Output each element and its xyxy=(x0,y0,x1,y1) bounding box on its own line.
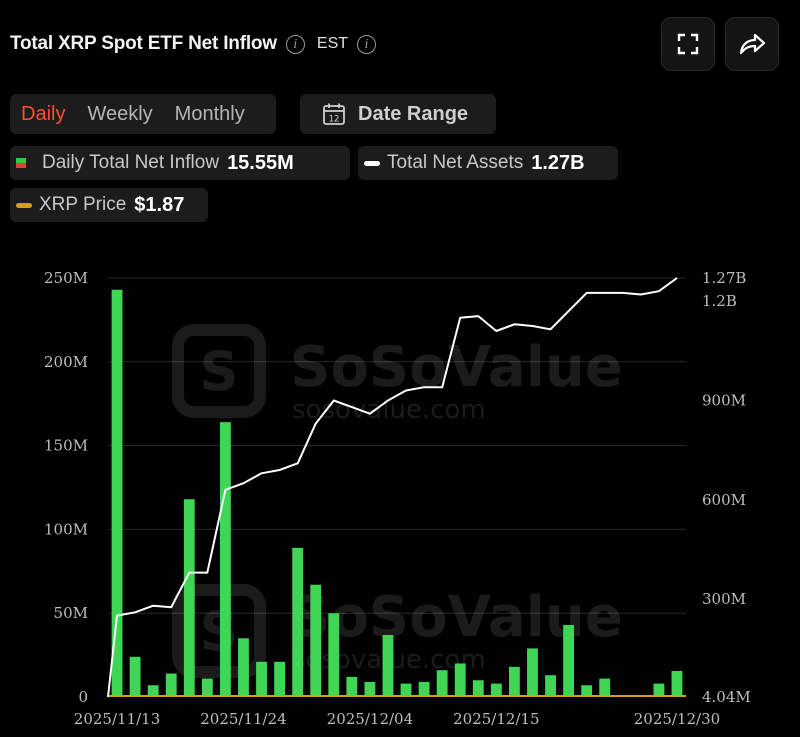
svg-text:S: S xyxy=(200,340,239,403)
tab-weekly[interactable]: Weekly xyxy=(87,102,153,125)
x-tick-label: 2025/11/24 xyxy=(200,710,286,728)
inflow-bar[interactable] xyxy=(238,638,249,697)
watermark: S SoSoValue sosovalue.com S SoSoValue so… xyxy=(172,324,623,678)
right-tick-label: 300M xyxy=(702,590,746,608)
inflow-bar[interactable] xyxy=(581,685,593,697)
inflow-bar[interactable] xyxy=(418,681,430,697)
timezone-label: EST xyxy=(316,35,349,52)
inflow-bar[interactable] xyxy=(653,683,665,697)
right-tick-label: 1.27B xyxy=(702,269,746,287)
right-tick-label: 1.2B xyxy=(702,292,737,310)
inflow-bar[interactable] xyxy=(671,670,683,697)
left-tick-label: 150M xyxy=(44,437,88,455)
inflow-bar[interactable] xyxy=(508,666,520,697)
inflow-bar[interactable] xyxy=(382,634,394,697)
share-button[interactable] xyxy=(725,17,779,71)
inflow-bars xyxy=(111,289,683,697)
x-tick-label: 2025/11/13 xyxy=(74,710,160,728)
watermark-logo-icon-2 xyxy=(172,584,266,678)
fullscreen-icon xyxy=(677,33,699,55)
inflow-bar[interactable] xyxy=(111,289,123,697)
grid-lines xyxy=(108,277,686,614)
tab-monthly[interactable]: Monthly xyxy=(174,102,245,125)
right-tick-label: 900M xyxy=(702,391,746,409)
inflow-bar[interactable] xyxy=(292,547,304,697)
inflow-bar[interactable] xyxy=(364,681,376,697)
inflow-bar[interactable] xyxy=(147,685,159,697)
legend-assets-value: 1.27B xyxy=(531,151,585,174)
legend-inflow-label: Daily Total Net Inflow xyxy=(42,152,220,173)
right-axis-ticks: 4.04M 300M 600M 900M 1.2B 1.27B xyxy=(702,269,751,706)
period-tabs: Daily Weekly Monthly xyxy=(10,94,276,134)
inflow-bar[interactable] xyxy=(256,661,267,697)
right-tick-label: 4.04M xyxy=(702,688,751,706)
date-range-button[interactable]: 12 Date Range xyxy=(300,94,496,134)
inflow-bar[interactable] xyxy=(472,680,484,697)
watermark-brand: SoSoValue xyxy=(290,335,623,400)
x-tick-label: 2025/12/15 xyxy=(453,710,539,728)
title-info-icon[interactable]: i xyxy=(285,34,305,54)
inflow-bar[interactable] xyxy=(400,683,412,697)
chart-header: Total XRP Spot ETF Net Inflow i EST i xyxy=(10,30,377,58)
calendar-icon: 12 xyxy=(323,103,345,125)
inflow-swatch xyxy=(16,158,26,168)
left-tick-label: 100M xyxy=(44,520,88,538)
legend-price[interactable]: XRP Price $1.87 xyxy=(10,188,208,222)
x-tick-label: 2025/12/04 xyxy=(327,710,413,728)
left-tick-label: 0 xyxy=(78,688,88,706)
inflow-bar[interactable] xyxy=(328,613,340,697)
inflow-bar[interactable] xyxy=(527,648,538,697)
chart-title: Total XRP Spot ETF Net Inflow xyxy=(10,33,277,54)
inflow-bar[interactable] xyxy=(201,678,213,697)
inflow-bar[interactable] xyxy=(436,670,448,697)
legend-price-label: XRP Price xyxy=(39,194,127,215)
left-tick-label: 50M xyxy=(54,604,88,622)
left-tick-label: 200M xyxy=(44,353,88,371)
tab-daily[interactable]: Daily xyxy=(21,102,66,125)
legend-assets[interactable]: Total Net Assets 1.27B xyxy=(358,146,618,180)
left-tick-label: 250M xyxy=(44,269,88,287)
inflow-bar[interactable] xyxy=(310,584,322,697)
inflow-bar[interactable] xyxy=(165,673,177,697)
legend-inflow-value: 15.55M xyxy=(227,151,294,174)
x-tick-label: 2025/12/30 xyxy=(634,710,720,728)
right-tick-label: 600M xyxy=(702,491,746,509)
assets-line xyxy=(107,277,678,698)
inflow-bar[interactable] xyxy=(545,675,556,697)
inflow-bar[interactable] xyxy=(599,678,611,697)
legend-price-value: $1.87 xyxy=(134,193,185,216)
left-axis-ticks: 0 50M 100M 150M 200M 250M xyxy=(44,269,88,706)
fullscreen-button[interactable] xyxy=(661,17,715,71)
inflow-bar[interactable] xyxy=(274,661,286,697)
chart-lines xyxy=(107,277,686,698)
inflow-bar[interactable] xyxy=(183,499,195,697)
watermark-logo-icon xyxy=(172,324,266,418)
calendar-day-text: 12 xyxy=(329,115,340,125)
assets-swatch xyxy=(364,160,380,166)
inflow-bar[interactable] xyxy=(454,663,466,697)
legend-assets-label: Total Net Assets xyxy=(387,152,524,173)
inflow-bar[interactable] xyxy=(219,422,231,697)
inflow-bar[interactable] xyxy=(129,656,141,697)
inflow-bar[interactable] xyxy=(563,624,575,697)
legend-inflow[interactable]: Daily Total Net Inflow 15.55M xyxy=(10,146,350,180)
inflow-bar[interactable] xyxy=(346,676,358,697)
inflow-bar[interactable] xyxy=(490,683,502,697)
timezone-info-icon[interactable]: i xyxy=(357,34,377,54)
x-axis-ticks: 2025/11/13 2025/11/24 2025/12/04 2025/12/15… xyxy=(74,710,720,728)
price-swatch xyxy=(16,202,32,208)
svg-text:S: S xyxy=(200,600,239,663)
date-range-label: Date Range xyxy=(358,102,469,125)
share-icon xyxy=(739,33,766,55)
